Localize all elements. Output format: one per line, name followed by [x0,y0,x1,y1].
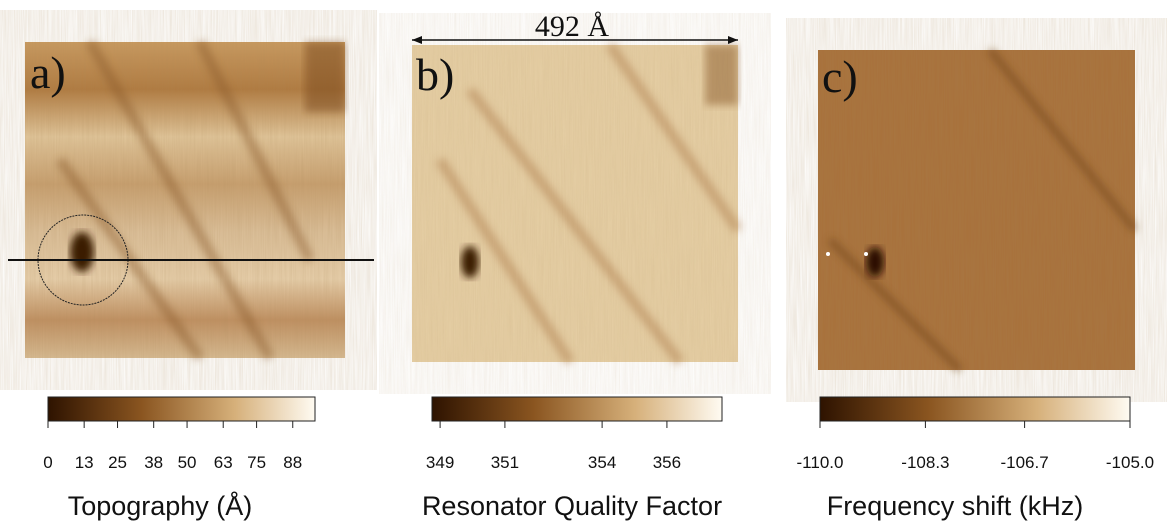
scale-bar: 492 Å [412,10,738,44]
colorbar-tick-label: 349 [426,453,454,472]
colorbar [819,396,1131,422]
image-a [8,39,374,361]
panel-label: a) [30,47,66,98]
colorbar [47,396,316,422]
colorbar-tick-label: 0 [43,453,52,472]
colorbar-tick-label: 75 [247,453,266,472]
colorbar-title: Resonator Quality Factor [422,491,722,521]
colorbar-tick-label: -110.0 [797,453,844,472]
image-c [818,47,1138,373]
colorbar-tick-label: 354 [588,453,616,472]
colorbar-title: Topography (Å) [68,490,253,521]
colorbar-title: Frequency shift (kHz) [827,491,1084,521]
colorbar-tick-label: 13 [75,453,94,472]
colorbar-tick-label: 25 [108,453,127,472]
panel-label: c) [822,51,858,102]
image-b [412,42,743,366]
colorbar-tick-label: 63 [214,453,233,472]
colorbar-tick-label: 50 [178,453,197,472]
colorbar-tick-label: -105.0 [1106,453,1154,472]
colorbar-tick-label: -106.7 [1000,453,1048,472]
colorbar-tick-label: 38 [144,453,163,472]
colorbar-tick-label: 356 [653,453,681,472]
panel-label: b) [416,49,454,100]
colorbar [431,396,723,422]
scale-label: 492 Å [535,10,610,43]
colorbar-tick-label: -108.3 [901,453,949,472]
colorbar-tick-label: 351 [491,453,519,472]
colorbar-tick-label: 88 [283,453,302,472]
